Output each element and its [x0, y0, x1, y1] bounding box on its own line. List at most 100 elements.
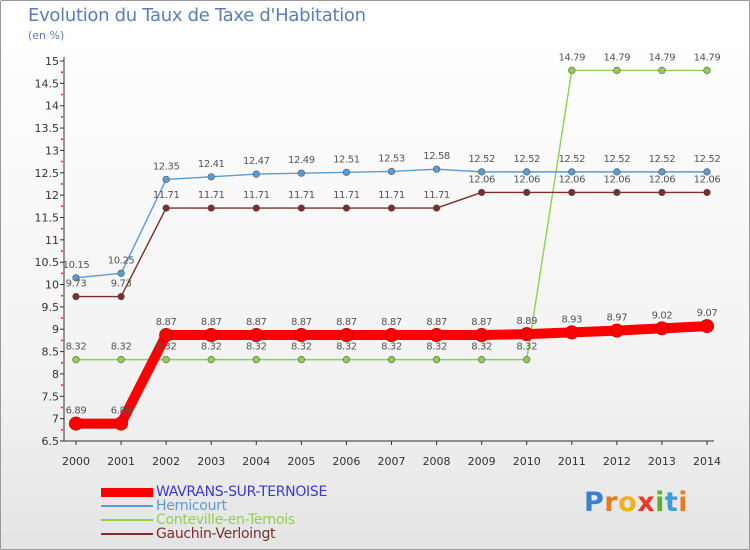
data-point [117, 356, 125, 364]
data-label: 9.07 [697, 308, 718, 319]
data-label: 12.06 [468, 174, 495, 185]
data-point [474, 328, 489, 343]
data-label: 8.32 [246, 342, 267, 353]
data-label: 12.51 [333, 154, 360, 165]
y-minor-tick [61, 138, 63, 141]
x-tick-label: 2006 [332, 455, 360, 468]
data-label: 8.87 [336, 317, 357, 328]
y-minor-tick [61, 227, 63, 230]
y-tick-label: 13 [45, 144, 59, 157]
data-point [432, 204, 441, 212]
y-tick-label: 10 [45, 279, 59, 292]
y-minor-tick [61, 339, 63, 342]
data-label: 11.71 [333, 190, 360, 201]
data-point [114, 416, 129, 431]
data-point [478, 188, 486, 197]
data-label: 8.87 [201, 317, 222, 328]
logo-letter: r [604, 487, 619, 518]
data-label: 12.52 [468, 154, 495, 165]
x-tick-label: 2005 [287, 455, 315, 468]
x-tick-label: 2008 [423, 455, 451, 468]
y-tick-label: 14 [45, 100, 59, 113]
data-point [207, 173, 215, 181]
data-label: 8.32 [111, 342, 132, 353]
logo-letter: P [584, 487, 605, 518]
data-label: 12.52 [649, 154, 676, 165]
data-point [72, 274, 80, 282]
data-label: 11.71 [288, 190, 315, 201]
legend-entry: Hernicourt [101, 499, 327, 513]
y-minor-tick [61, 71, 63, 73]
y-minor-tick [61, 93, 63, 96]
y-tick-label: 11 [45, 234, 59, 247]
data-label: 6.89 [66, 406, 87, 417]
logo-letter: i [678, 487, 689, 518]
y-tick-label: 12 [45, 189, 59, 202]
data-point [294, 328, 309, 343]
data-label: 14.79 [694, 52, 721, 63]
x-tick-label: 2012 [603, 455, 631, 468]
data-point [654, 321, 669, 336]
data-label: 8.32 [426, 342, 447, 353]
y-tick-label: 12.5 [35, 167, 60, 180]
logo-letter: x [637, 487, 656, 518]
data-label: 12.52 [604, 154, 631, 165]
data-label: 12.49 [288, 155, 315, 166]
proxiti-logo: Proxiti [584, 487, 688, 518]
data-point [658, 66, 666, 74]
y-minor-tick [61, 205, 63, 208]
y-minor-tick [61, 160, 63, 163]
data-point [387, 204, 396, 212]
data-label: 8.32 [516, 342, 537, 353]
data-label: 8.87 [156, 317, 177, 328]
data-point [568, 168, 576, 176]
data-label: 12.52 [694, 154, 721, 165]
data-label: 8.87 [426, 317, 447, 328]
x-tick-label: 2011 [558, 455, 586, 468]
series-line-hernicourt [75, 168, 708, 279]
data-label: 12.35 [153, 161, 180, 172]
data-point [478, 168, 486, 176]
data-point [297, 169, 305, 177]
data-label: 8.32 [381, 342, 402, 353]
data-point [568, 66, 576, 74]
data-label: 8.32 [291, 342, 312, 353]
x-tick-label: 2001 [107, 455, 135, 468]
data-label: 8.87 [291, 317, 312, 328]
y-minor-tick [61, 294, 63, 297]
data-label: 12.52 [558, 154, 585, 165]
x-tick-label: 2000 [62, 455, 90, 468]
x-tick-label: 2014 [693, 455, 721, 468]
data-label: 12.06 [558, 174, 585, 185]
y-minor-tick [61, 272, 63, 275]
data-label: 6.89 [111, 406, 132, 417]
y-tick-label: 8.5 [42, 346, 60, 359]
legend-entry: Gauchin-Verloingt [101, 527, 327, 541]
data-point [249, 328, 264, 343]
y-minor-tick [61, 384, 63, 386]
y-minor-tick [61, 429, 63, 431]
data-label: 12.47 [243, 156, 270, 167]
data-label: 9.02 [652, 310, 673, 321]
logo-letter: t [664, 487, 679, 518]
data-point [523, 188, 531, 197]
data-label: 12.52 [513, 154, 540, 165]
legend-entry: WAVRANS-SUR-TERNOISE [101, 485, 327, 499]
data-label: 10.25 [108, 255, 135, 266]
data-label: 8.87 [471, 317, 492, 328]
x-tick-label: 2009 [468, 455, 496, 468]
data-label: 12.06 [604, 174, 631, 185]
legend-label: Conteville-en-Ternois [156, 512, 295, 528]
legend-swatch [101, 533, 153, 535]
data-label: 12.41 [198, 159, 225, 170]
y-minor-tick [61, 406, 63, 409]
x-tick-label: 2002 [152, 455, 180, 468]
unit-label: (en %) [28, 29, 65, 42]
data-point [658, 168, 666, 176]
data-point [72, 356, 80, 364]
y-tick-label: 13.5 [35, 122, 60, 135]
data-label: 8.97 [607, 313, 628, 324]
x-tick-label: 2003 [197, 455, 225, 468]
x-tick-label: 2013 [648, 455, 676, 468]
